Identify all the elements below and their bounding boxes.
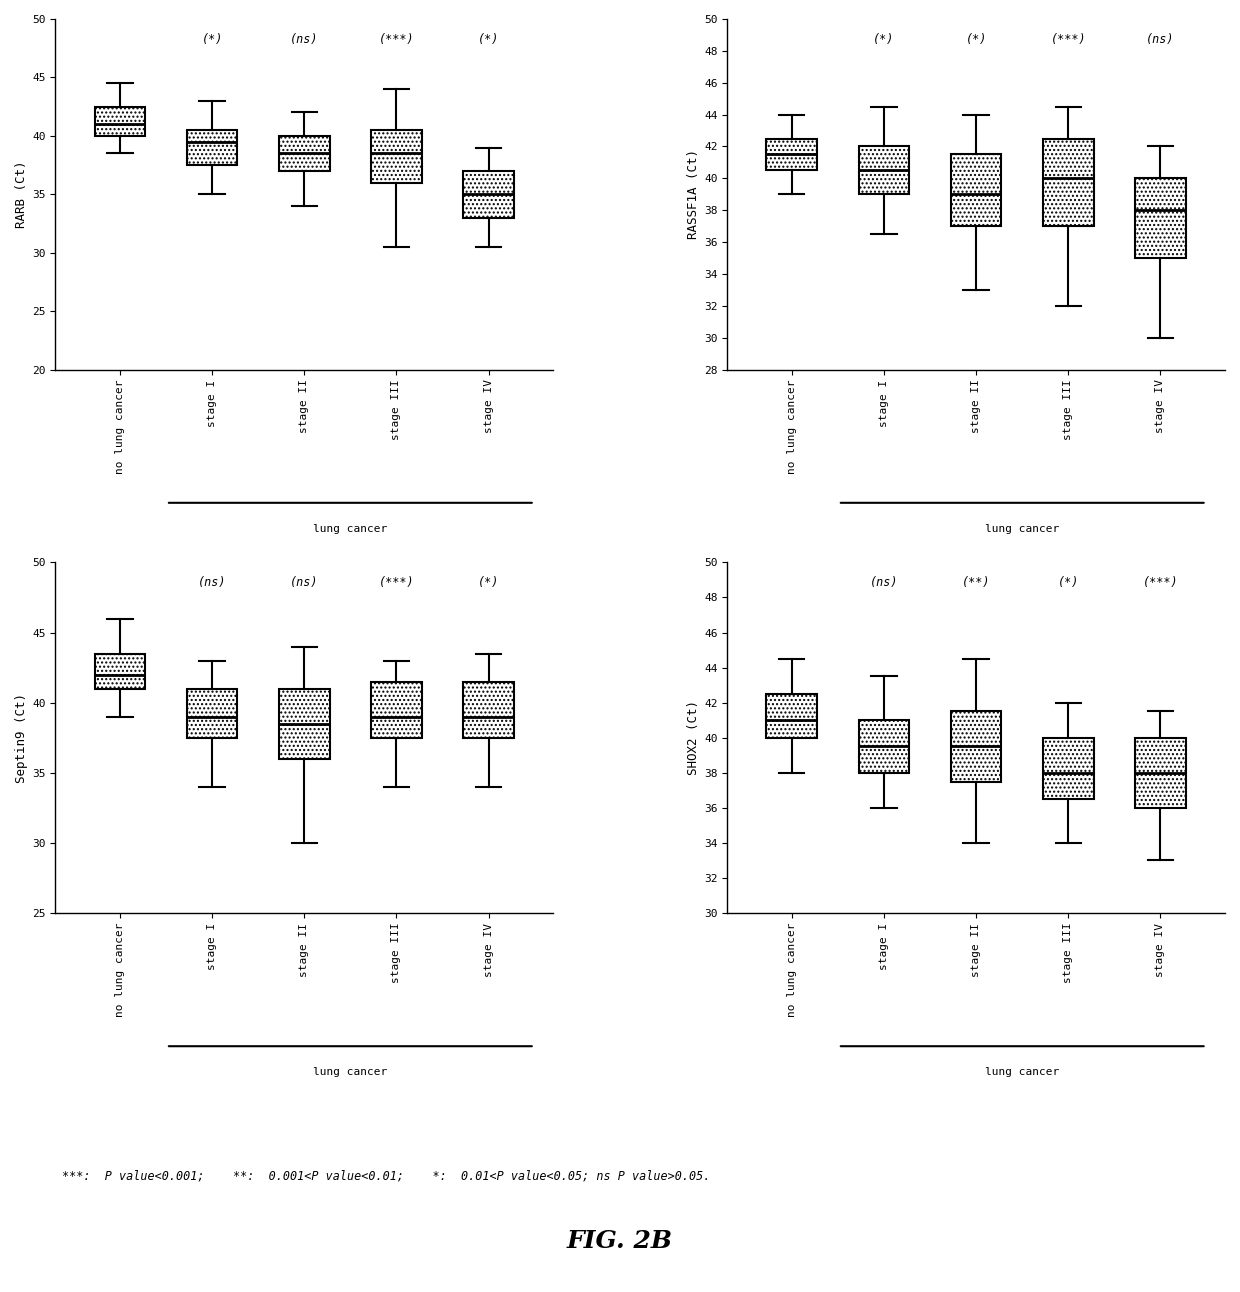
Text: (*): (*) <box>966 34 987 47</box>
Text: ***:  P value<0.001;    **:  0.001<P value<0.01;    *:  0.01<P value<0.05; ns P : ***: P value<0.001; **: 0.001<P value<0.… <box>62 1169 711 1182</box>
PathPatch shape <box>94 107 145 136</box>
Y-axis label: Septin9 (Ct): Septin9 (Ct) <box>15 693 29 783</box>
Text: lung cancer: lung cancer <box>314 1067 387 1078</box>
PathPatch shape <box>1043 138 1094 226</box>
Text: lung cancer: lung cancer <box>985 523 1059 534</box>
PathPatch shape <box>187 130 237 165</box>
PathPatch shape <box>464 171 513 217</box>
Text: lung cancer: lung cancer <box>314 523 387 534</box>
PathPatch shape <box>951 155 1002 226</box>
Text: (*): (*) <box>201 34 223 47</box>
PathPatch shape <box>766 694 817 738</box>
PathPatch shape <box>464 682 513 738</box>
Text: (**): (**) <box>962 576 991 589</box>
PathPatch shape <box>371 130 422 182</box>
PathPatch shape <box>279 136 330 171</box>
Y-axis label: RASSF1A (Ct): RASSF1A (Ct) <box>687 150 699 239</box>
PathPatch shape <box>279 689 330 758</box>
PathPatch shape <box>94 654 145 689</box>
Text: (ns): (ns) <box>290 34 319 47</box>
Y-axis label: RARB (Ct): RARB (Ct) <box>15 160 29 229</box>
Text: (*): (*) <box>1058 576 1079 589</box>
PathPatch shape <box>1135 738 1185 808</box>
PathPatch shape <box>858 146 909 194</box>
Y-axis label: SHOX2 (Ct): SHOX2 (Ct) <box>687 700 699 775</box>
Text: (ns): (ns) <box>198 576 227 589</box>
Text: (***): (***) <box>378 576 414 589</box>
Text: lung cancer: lung cancer <box>985 1067 1059 1078</box>
Text: (***): (***) <box>1143 576 1178 589</box>
Text: (***): (***) <box>378 34 414 47</box>
Text: (***): (***) <box>1050 34 1086 47</box>
Text: (*): (*) <box>477 576 500 589</box>
PathPatch shape <box>1043 738 1094 798</box>
Text: (ns): (ns) <box>290 576 319 589</box>
Text: (*): (*) <box>873 34 895 47</box>
PathPatch shape <box>371 682 422 738</box>
Text: (ns): (ns) <box>1146 34 1174 47</box>
Text: (ns): (ns) <box>869 576 898 589</box>
PathPatch shape <box>766 138 817 171</box>
PathPatch shape <box>858 720 909 773</box>
PathPatch shape <box>951 712 1002 782</box>
PathPatch shape <box>187 689 237 738</box>
Text: FIG. 2B: FIG. 2B <box>567 1229 673 1253</box>
Text: (*): (*) <box>477 34 500 47</box>
PathPatch shape <box>1135 178 1185 258</box>
